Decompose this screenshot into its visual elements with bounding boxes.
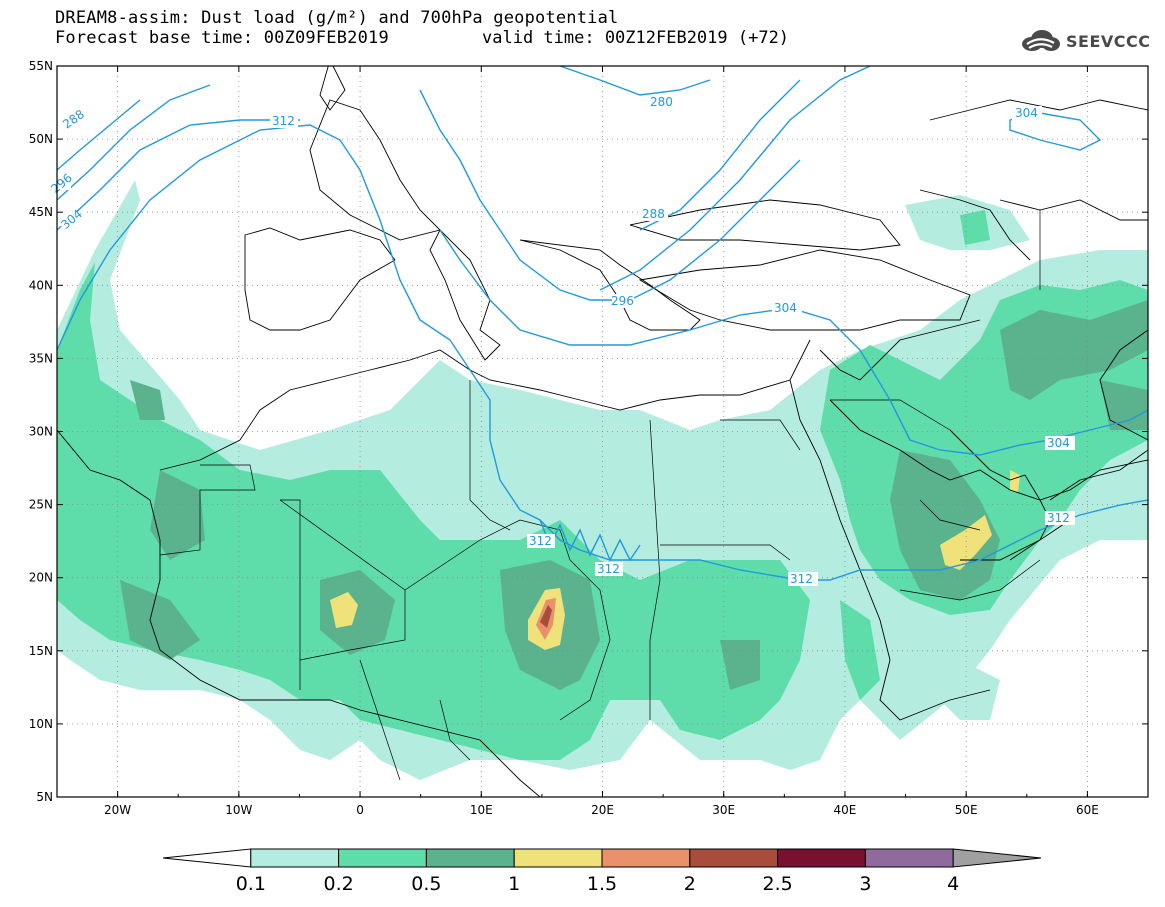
svg-text:304: 304: [58, 207, 85, 232]
colorbar-label: 2.5: [762, 873, 792, 895]
lon-tick-label: 0: [356, 803, 364, 817]
svg-text:296: 296: [611, 294, 634, 308]
lat-tick-label: 45N: [29, 205, 53, 219]
svg-text:304: 304: [774, 301, 797, 315]
svg-text:312: 312: [597, 562, 620, 576]
lat-tick-label: 5N: [36, 790, 53, 804]
lon-tick-label: 10E: [470, 803, 493, 817]
lat-tick-label: 15N: [29, 644, 53, 658]
dust-field: [57, 180, 1148, 780]
colorbar-label: 2: [684, 873, 696, 895]
svg-text:312: 312: [529, 534, 552, 548]
svg-text:304: 304: [1047, 436, 1070, 450]
lon-tick-label: 60E: [1076, 803, 1099, 817]
lat-tick-label: 50N: [29, 132, 53, 146]
colorbar-label: 0.1: [236, 873, 266, 895]
colorbar-label: 0.5: [411, 873, 441, 895]
lat-tick-label: 55N: [29, 59, 53, 73]
colorbar-swatch: [250, 848, 340, 868]
valid-time: valid time: 00Z12FEB2019 (+72): [482, 28, 790, 48]
latitude-labels: 55N 50N 45N 40N 35N 30N 25N 20N 15N 10N 5N: [29, 59, 53, 804]
svg-text:312: 312: [272, 114, 295, 128]
colorbar-swatch: [513, 848, 603, 868]
lon-tick-label: 20E: [591, 803, 614, 817]
country-borders: [159, 210, 1041, 781]
lon-tick-label: 40E: [834, 803, 857, 817]
colorbar-swatch: [338, 848, 427, 868]
colorbar-max-arrow: [952, 848, 1042, 868]
colorbar-swatch: [601, 848, 691, 868]
svg-text:280: 280: [650, 95, 673, 109]
map-title: DREAM8-assim: Dust load (g/m²) and 700hP…: [55, 8, 619, 28]
lon-tick-label: 50E: [955, 803, 978, 817]
lat-tick-label: 40N: [29, 278, 53, 292]
axis-ticks: [56, 65, 1149, 798]
lat-tick-label: 10N: [29, 717, 53, 731]
svg-text:288: 288: [642, 207, 665, 221]
lat-tick-label: 35N: [29, 351, 53, 365]
coastlines: [57, 66, 1148, 797]
lon-tick-label: 10W: [225, 803, 252, 817]
logo-text: SEEVCCC: [1066, 31, 1151, 51]
longitude-labels: 20W 10W 0 10E 20E 30E 40E 50E 60E: [104, 803, 1099, 817]
colorbar-swatch: [689, 848, 779, 868]
lon-tick-label: 30E: [712, 803, 735, 817]
colorbar-label: 4: [947, 873, 959, 895]
colorbar-swatch: [864, 848, 954, 868]
lat-tick-label: 25N: [29, 498, 53, 512]
colorbar: 0.1 0.2 0.5 1 1.5 2 2.5 3 4: [162, 848, 1042, 895]
colorbar-label: 1.5: [587, 873, 617, 895]
lat-lon-grid: [57, 66, 1148, 797]
svg-text:288: 288: [60, 107, 87, 132]
lat-tick-label: 30N: [29, 425, 53, 439]
svg-text:312: 312: [790, 572, 813, 586]
colorbar-swatch: [425, 848, 515, 868]
svg-text:296: 296: [48, 171, 75, 196]
colorbar-min-arrow: [162, 848, 252, 868]
lat-tick-label: 20N: [29, 571, 53, 585]
colorbar-label: 0.2: [323, 873, 353, 895]
cloud-icon: [1022, 30, 1060, 51]
svg-text:312: 312: [1047, 511, 1070, 525]
colorbar-swatch: [777, 848, 866, 868]
svg-text:304: 304: [1015, 106, 1038, 120]
lon-tick-label: 20W: [104, 803, 131, 817]
colorbar-label: 3: [859, 873, 871, 895]
forecast-base-time: Forecast base time: 00Z09FEB2019: [55, 28, 389, 48]
colorbar-label: 1: [508, 873, 520, 895]
seevccc-logo: SEEVCCC: [1018, 28, 1151, 54]
